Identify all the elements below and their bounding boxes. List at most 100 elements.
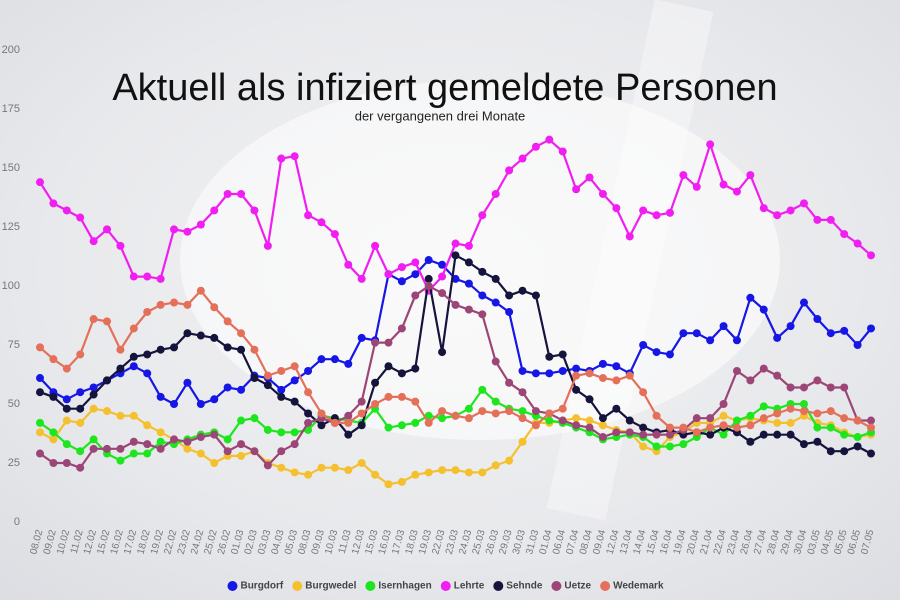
data-point — [491, 397, 500, 406]
data-point — [89, 237, 98, 246]
data-point — [665, 423, 674, 432]
data-point — [411, 364, 420, 373]
data-point — [746, 293, 755, 302]
data-point — [304, 409, 313, 418]
data-point — [451, 251, 460, 260]
data-point — [76, 350, 85, 359]
data-point — [277, 447, 286, 456]
data-point — [183, 437, 192, 446]
data-point — [612, 376, 621, 385]
data-point — [397, 369, 406, 378]
y-tick-label: 0 — [14, 516, 20, 528]
data-point — [210, 206, 219, 215]
data-point — [746, 421, 755, 430]
data-point — [76, 447, 85, 456]
data-point — [706, 414, 715, 423]
data-point — [76, 418, 85, 427]
data-point — [867, 416, 875, 425]
data-point — [317, 218, 326, 227]
data-point — [89, 444, 98, 453]
data-point — [491, 357, 500, 366]
data-point — [304, 366, 313, 375]
data-point — [183, 227, 192, 236]
data-point — [545, 352, 554, 361]
data-point — [76, 463, 85, 472]
data-point — [558, 404, 567, 413]
data-point — [558, 366, 567, 375]
data-point — [732, 366, 741, 375]
data-point — [129, 362, 138, 371]
data-point — [397, 421, 406, 430]
data-point — [585, 395, 594, 404]
data-point — [89, 315, 98, 324]
data-point — [263, 425, 272, 434]
data-point — [840, 447, 849, 456]
data-point — [786, 383, 795, 392]
data-point — [277, 154, 286, 163]
data-point — [652, 348, 661, 357]
data-point — [143, 449, 152, 458]
legend-label: Burgdorf — [240, 581, 283, 592]
data-point — [679, 329, 688, 338]
data-point — [652, 211, 661, 220]
data-point — [237, 440, 246, 449]
data-point — [371, 338, 380, 347]
data-point — [116, 456, 125, 465]
data-point — [49, 428, 58, 437]
data-point — [478, 468, 487, 477]
data-point — [210, 333, 219, 342]
data-point — [759, 305, 768, 314]
data-point — [545, 135, 554, 144]
data-point — [49, 355, 58, 364]
data-point — [36, 428, 44, 437]
data-point — [344, 466, 353, 475]
data-point — [518, 437, 527, 446]
data-point — [103, 225, 112, 234]
data-point — [116, 444, 125, 453]
data-point — [799, 298, 808, 307]
data-point — [116, 241, 125, 250]
data-point — [746, 171, 755, 180]
legend-marker — [292, 581, 303, 591]
data-point — [424, 256, 433, 265]
data-point — [116, 411, 125, 420]
y-tick-label: 200 — [2, 44, 20, 56]
data-point — [330, 463, 339, 472]
data-point — [826, 447, 835, 456]
data-point — [371, 470, 380, 479]
data-point — [103, 317, 112, 326]
data-point — [371, 378, 380, 387]
data-point — [813, 437, 822, 446]
data-point — [143, 307, 152, 316]
data-point — [826, 383, 835, 392]
data-point — [371, 400, 380, 408]
data-point — [505, 291, 514, 300]
data-point — [505, 407, 514, 416]
data-point — [170, 400, 179, 408]
data-point — [732, 187, 741, 196]
data-point — [692, 329, 701, 338]
data-point — [826, 423, 835, 432]
data-point — [397, 263, 406, 272]
data-point — [746, 411, 755, 420]
data-point — [49, 199, 58, 208]
data-point — [196, 331, 205, 340]
data-point — [773, 418, 782, 427]
data-point — [813, 315, 822, 324]
data-point — [813, 376, 822, 385]
data-point — [639, 388, 648, 397]
y-tick-label: 175 — [2, 103, 20, 115]
y-tick-label: 75 — [8, 339, 20, 351]
data-point — [572, 385, 581, 394]
data-point — [143, 272, 152, 281]
data-point — [598, 359, 607, 368]
data-point — [518, 414, 527, 423]
data-point — [129, 449, 138, 458]
data-point — [290, 428, 299, 437]
data-point — [384, 423, 393, 432]
data-point — [384, 480, 393, 489]
data-point — [183, 300, 192, 309]
data-point — [732, 416, 741, 425]
data-point — [438, 466, 447, 475]
data-point — [183, 378, 192, 387]
